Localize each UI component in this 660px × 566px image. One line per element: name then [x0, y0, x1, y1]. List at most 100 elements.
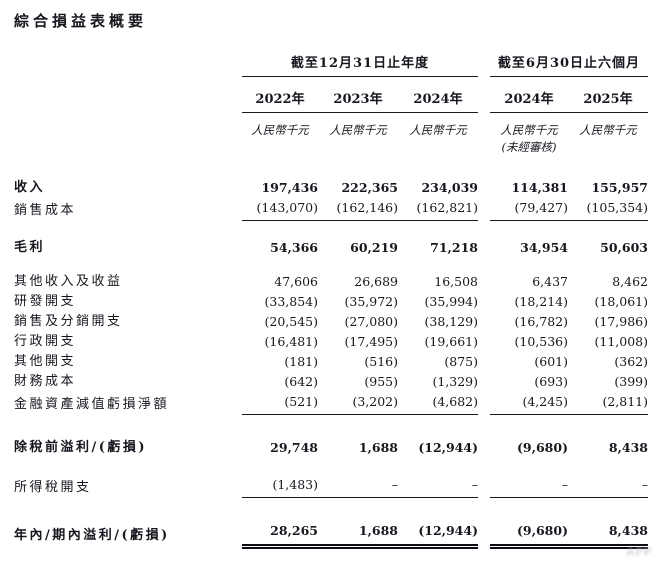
- cell-value: (17,986): [594, 314, 649, 329]
- cell-value: 60,219: [350, 240, 398, 255]
- row-label: 銷售成本: [14, 203, 77, 218]
- cell-value: (362): [614, 354, 648, 369]
- table-year-header-row: 2022年 2023年 2024年 2024年 2025年: [14, 88, 648, 113]
- cell-value: (521): [242, 392, 318, 415]
- row-label: 行政開支: [14, 334, 77, 349]
- cell-value: (399): [614, 374, 648, 389]
- row-label: 其他收入及收益: [14, 274, 123, 289]
- table-row-revenue: 收入 197,436 222,365 234,039 114,381 155,9…: [14, 178, 648, 198]
- cell-value: (27,080): [344, 314, 399, 329]
- row-label: 財務成本: [14, 374, 77, 389]
- cell-value: 114,381: [511, 180, 568, 195]
- table-unit-row: 人民幣千元 人民幣千元 人民幣千元 人民幣千元 人民幣千元: [14, 122, 648, 138]
- cell-value: 26,689: [354, 274, 398, 289]
- cell-value: (19,661): [424, 334, 479, 349]
- table-row-other-expenses: 其他開支 (181) (516) (875) (601) (362): [14, 352, 648, 372]
- table-row-profit-before-tax: 除稅前溢利/(虧損) 29,748 1,688 (12,944) (9,680)…: [14, 438, 648, 458]
- cell-value: (35,972): [344, 294, 399, 309]
- cell-value: (9,680): [517, 440, 568, 455]
- cell-value: (12,944): [418, 440, 478, 455]
- cell-value: 54,366: [270, 240, 318, 255]
- cell-value: (2,811): [568, 392, 648, 415]
- cell-value: –: [568, 475, 648, 498]
- cell-value: 16,508: [434, 274, 478, 289]
- table-row-other-income: 其他收入及收益 47,606 26,689 16,508 6,437 8,462: [14, 272, 648, 292]
- year-header-2023: 2023年: [318, 88, 398, 113]
- cell-value: 1,688: [318, 521, 398, 549]
- cell-value: (16,782): [514, 314, 569, 329]
- cell-value: 50,603: [600, 240, 648, 255]
- cell-value: (181): [284, 354, 318, 369]
- row-label: 其他開支: [14, 354, 77, 369]
- cell-value: (20,545): [264, 314, 319, 329]
- cell-value: (3,202): [318, 392, 398, 415]
- table-row-gross-profit: 毛利 54,366 60,219 71,218 34,954 50,603: [14, 238, 648, 258]
- cell-value: –: [490, 475, 568, 498]
- cell-value: (4,245): [490, 392, 568, 415]
- cell-value: (4,682): [398, 392, 478, 415]
- table-group-header-row: 截至12月31日止年度 截至6月30日止六個月: [14, 52, 648, 77]
- cell-value: 197,436: [261, 180, 318, 195]
- row-label: 研發開支: [14, 294, 77, 309]
- cell-value: 71,218: [430, 240, 478, 255]
- row-label: 銷售及分銷開支: [14, 314, 123, 329]
- cell-value: 8,462: [612, 274, 648, 289]
- unit-label: 人民幣千元: [251, 123, 309, 137]
- cell-value: –: [318, 475, 398, 498]
- cell-value: 155,957: [591, 180, 648, 195]
- cell-value: (601): [534, 354, 568, 369]
- cell-value: (10,536): [514, 334, 569, 349]
- row-label: 年內/期內溢利/(虧損): [14, 528, 170, 543]
- cell-value: (105,354): [568, 198, 648, 221]
- cell-value: (162,821): [398, 198, 478, 221]
- cell-value: (16,481): [264, 334, 319, 349]
- cell-value: (11,008): [594, 334, 649, 349]
- cell-value: 222,365: [341, 180, 398, 195]
- cell-value: (642): [284, 374, 318, 389]
- cell-value: (516): [364, 354, 398, 369]
- cell-value: (955): [364, 374, 398, 389]
- cell-value: (35,994): [424, 294, 479, 309]
- table-unaudited-row: (未經審核): [14, 139, 648, 155]
- unaudited-note: (未經審核): [501, 140, 557, 154]
- table-row-admin-expenses: 行政開支 (16,481) (17,495) (19,661) (10,536)…: [14, 332, 648, 352]
- group-header-annual: 截至12月31日止年度: [242, 52, 478, 77]
- table-row-cost-of-sales: 銷售成本 (143,070) (162,146) (162,821) (79,4…: [14, 198, 648, 221]
- cell-value: 34,954: [520, 240, 568, 255]
- cell-value: (18,214): [514, 294, 569, 309]
- cell-value: (162,146): [318, 198, 398, 221]
- cell-value: (33,854): [264, 294, 319, 309]
- cell-value: (1,329): [432, 374, 478, 389]
- year-header-2025-interim: 2025年: [568, 88, 648, 113]
- cell-value: (17,495): [344, 334, 399, 349]
- cell-value: (12,944): [398, 521, 478, 549]
- year-header-2024: 2024年: [398, 88, 478, 113]
- cell-value: 47,606: [274, 274, 318, 289]
- unit-label: 人民幣千元: [329, 123, 387, 137]
- row-label: 金融資產減值虧損淨額: [14, 397, 170, 412]
- cell-value: 8,438: [568, 521, 648, 549]
- table-row-selling-expenses: 銷售及分銷開支 (20,545) (27,080) (38,129) (16,7…: [14, 312, 648, 332]
- cell-value: 8,438: [608, 440, 648, 455]
- cell-value: 29,748: [270, 440, 318, 455]
- cell-value: 6,437: [532, 274, 568, 289]
- unit-label: 人民幣千元: [579, 123, 637, 137]
- table-row-impairment-losses: 金融資產減值虧損淨額 (521) (3,202) (4,682) (4,245)…: [14, 392, 648, 415]
- row-label: 收入: [14, 180, 46, 195]
- cell-value: (18,061): [594, 294, 649, 309]
- unit-label: 人民幣千元: [500, 123, 558, 137]
- cell-value: (38,129): [424, 314, 479, 329]
- cell-value: (1,483): [242, 475, 318, 498]
- year-header-2022: 2022年: [242, 88, 318, 113]
- cell-value: 1,688: [358, 440, 398, 455]
- cell-value: 28,265: [242, 521, 318, 549]
- year-header-2024-interim: 2024年: [490, 88, 568, 113]
- row-label: 所得稅開支: [14, 480, 92, 495]
- page-title: 綜合損益表概要: [14, 12, 148, 30]
- cell-value: (79,427): [490, 198, 568, 221]
- cell-value: (693): [534, 374, 568, 389]
- cell-value: (9,680): [490, 521, 568, 549]
- table-row-finance-costs: 財務成本 (642) (955) (1,329) (693) (399): [14, 372, 648, 392]
- table-row-income-tax: 所得稅開支 (1,483) – – – –: [14, 475, 648, 498]
- cell-value: (875): [444, 354, 478, 369]
